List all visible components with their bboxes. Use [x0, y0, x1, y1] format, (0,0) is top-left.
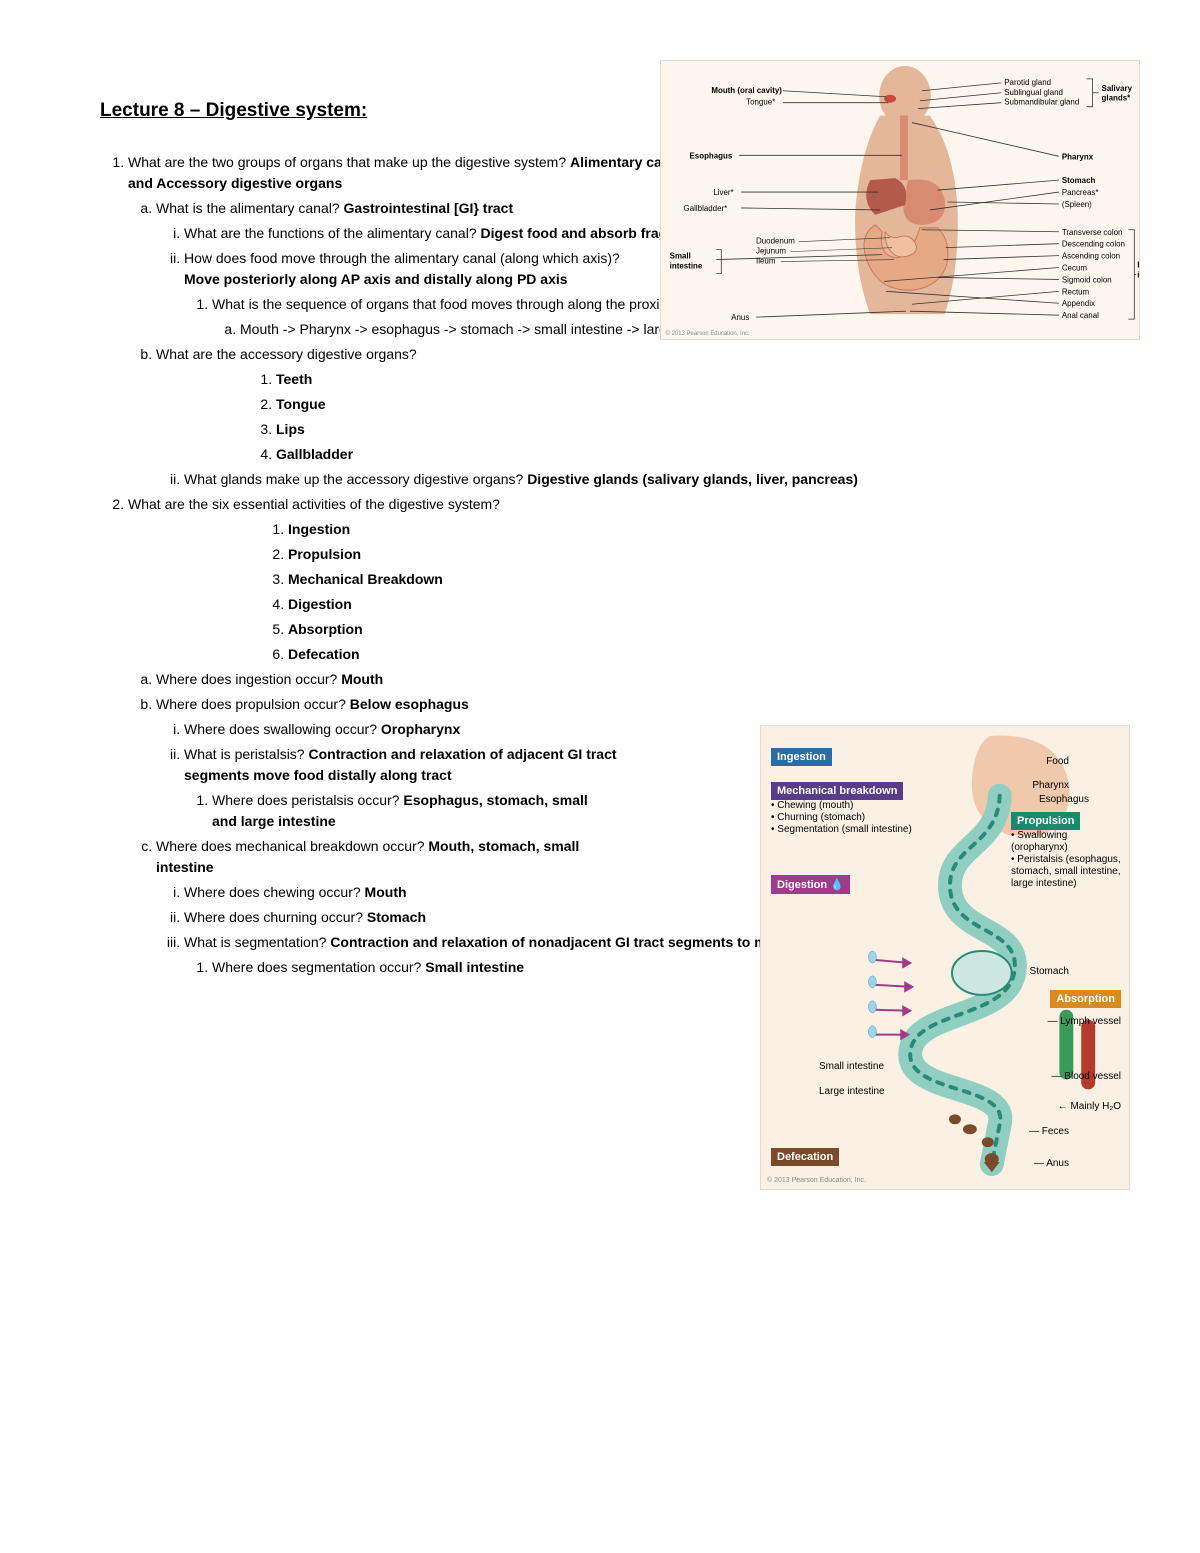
tag-ingestion: Ingestion [771, 748, 832, 766]
svg-text:Tongue*: Tongue* [746, 98, 775, 107]
svg-text:Salivary: Salivary [1102, 84, 1133, 93]
svg-text:intestine: intestine [1137, 270, 1139, 279]
svg-text:Small: Small [670, 252, 691, 261]
tag-mechanical: Mechanical breakdown [771, 782, 903, 800]
q1b: What are the accessory digestive organs?… [156, 344, 1110, 490]
svg-text:Jejunum: Jejunum [756, 247, 786, 256]
svg-text:Large: Large [1137, 261, 1139, 270]
mech-list: • Chewing (mouth) • Churning (stomach) •… [771, 800, 921, 836]
svg-text:Mouth (oral cavity): Mouth (oral cavity) [711, 86, 782, 95]
svg-text:Gallbladder*: Gallbladder* [684, 204, 728, 213]
svg-text:Esophagus: Esophagus [690, 151, 733, 160]
tag-digestion: Digestion 💧 [771, 875, 850, 894]
svg-text:Descending colon: Descending colon [1062, 240, 1125, 249]
svg-text:Liver*: Liver* [713, 188, 733, 197]
anatomy-diagram: Mouth (oral cavity) Tongue* Esophagus Li… [660, 60, 1140, 340]
svg-text:glands*: glands* [1102, 94, 1132, 103]
svg-text:Ascending colon: Ascending colon [1062, 252, 1120, 261]
svg-text:Transverse colon: Transverse colon [1062, 228, 1123, 237]
svg-text:Duodenum: Duodenum [756, 237, 795, 246]
svg-text:Submandibular gland: Submandibular gland [1004, 98, 1079, 107]
tag-propulsion: Propulsion [1011, 812, 1080, 830]
svg-text:Ileum: Ileum [756, 257, 776, 266]
svg-text:Anal canal: Anal canal [1062, 311, 1099, 320]
svg-text:© 2013 Pearson Education, Inc.: © 2013 Pearson Education, Inc. [666, 330, 750, 337]
svg-text:Cecum: Cecum [1062, 263, 1088, 272]
q1b-ii: What glands make up the accessory digest… [184, 469, 1110, 490]
process-diagram: Ingestion Mechanical breakdown • Chewing… [760, 725, 1130, 1190]
tag-absorption: Absorption [1050, 990, 1121, 1008]
svg-text:Pancreas*: Pancreas* [1062, 188, 1099, 197]
document-page: Lecture 8 – Digestive system: [0, 0, 1200, 1553]
svg-text:Anus: Anus [731, 313, 749, 322]
svg-text:Parotid gland: Parotid gland [1004, 78, 1051, 87]
svg-text:intestine: intestine [670, 262, 703, 271]
svg-text:(Spleen): (Spleen) [1062, 200, 1092, 209]
svg-text:Stomach: Stomach [1062, 176, 1096, 185]
svg-text:Sublingual gland: Sublingual gland [1004, 88, 1063, 97]
tag-defecation: Defecation [771, 1148, 839, 1166]
q2a: Where does ingestion occur? Mouth [156, 669, 1110, 690]
prop-list: • Swallowing (oropharynx) • Peristalsis … [1011, 830, 1121, 890]
svg-text:Rectum: Rectum [1062, 287, 1090, 296]
svg-text:Pharynx: Pharynx [1062, 152, 1094, 161]
svg-text:Sigmoid colon: Sigmoid colon [1062, 275, 1112, 284]
svg-text:Appendix: Appendix [1062, 299, 1095, 308]
